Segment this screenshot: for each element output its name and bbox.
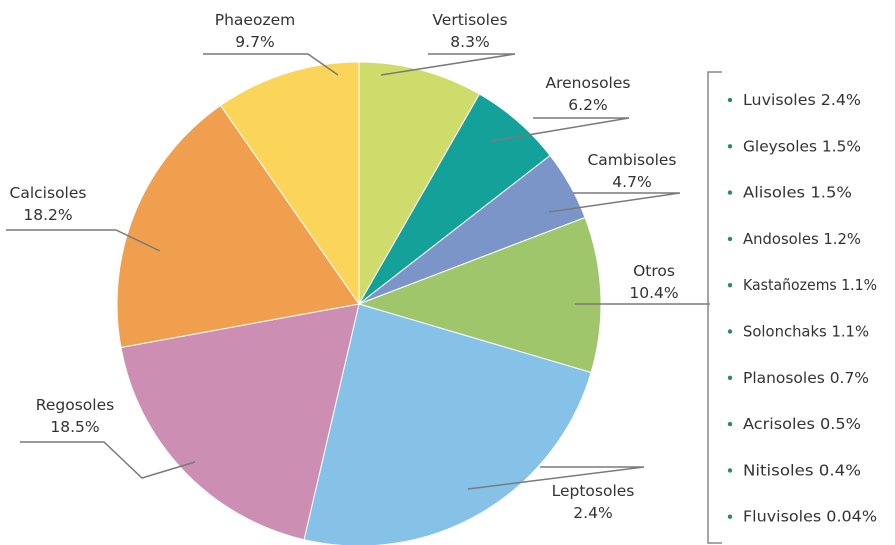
breakdown-item-solonchaks: Solonchaks 1.1%: [743, 323, 869, 341]
slice-percent-cambisoles: 4.7%: [612, 173, 651, 191]
leader-line-phaeozem: [203, 53, 339, 76]
slice-name-arenosoles: Arenosoles: [546, 74, 631, 92]
breakdown-item-fluvisoles: Fluvisoles 0.04%: [743, 508, 877, 526]
slice-name-cambisoles: Cambisoles: [587, 151, 676, 169]
breakdown-bracket: [707, 71, 722, 544]
pie-slice-calcisoles: [116, 104, 360, 349]
pie-slice-leptosoles: [303, 303, 592, 545]
slice-percent-phaeozem: 9.7%: [235, 33, 274, 51]
leader-line-cambisoles: [548, 192, 681, 213]
slice-name-calcisoles: Calcisoles: [10, 184, 87, 202]
slice-percent-otros: 10.4%: [629, 284, 678, 302]
slice-name-regosoles: Regosoles: [36, 396, 114, 414]
breakdown-item-gleysoles: Gleysoles 1.5%: [743, 137, 861, 155]
breakdown-item-luvisoles: Luvisoles 2.4%: [743, 91, 861, 109]
slice-name-vertisoles: Vertisoles: [432, 11, 507, 29]
bullet-icon: [727, 514, 733, 519]
bullet-icon: [727, 329, 733, 334]
leader-line-vertisoles: [380, 53, 516, 76]
breakdown-item-andosoles: Andosoles 1.2%: [743, 230, 861, 248]
pie-slice-phaeozem: [219, 61, 360, 306]
breakdown-item-planosoles: Planosoles 0.7%: [743, 369, 869, 387]
otros-breakdown-list: Luvisoles 2.4% Gleysoles 1.5% Alisoles 1.5…: [707, 71, 877, 544]
breakdown-item-nitisoles: Nitisoles 0.4%: [743, 461, 861, 479]
slice-percent-calcisoles: 18.2%: [23, 206, 72, 224]
pie-slices: [116, 61, 602, 545]
breakdown-item-acrisoles: Acrisoles 0.5%: [743, 415, 861, 433]
breakdown-item-alisoles: Alisoles 1.5%: [743, 184, 852, 202]
bullet-icon: [727, 144, 733, 149]
bullet-icon: [727, 421, 733, 427]
pie-slice-vertisoles: [358, 61, 481, 306]
leader-line-regosoles: [20, 441, 196, 479]
bullet-icon: [727, 468, 733, 473]
breakdown-item-kastañozems: Kastañozems 1.1%: [743, 276, 877, 294]
pie-slice-regosoles: [120, 303, 360, 541]
bullet-icon: [727, 283, 733, 288]
slice-labels: Vertisoles 8.3% Arenosoles 6.2% Cambisoles 4.…: [10, 11, 679, 522]
bullet-icon: [727, 190, 733, 195]
slice-percent-vertisoles: 8.3%: [450, 33, 489, 51]
pie-slice-otros: [357, 216, 602, 374]
leader-line-calcisoles: [6, 229, 161, 252]
leader-lines: [6, 53, 710, 490]
bullet-icon: [727, 375, 733, 380]
leader-line-leptosoles: [467, 466, 645, 490]
slice-name-phaeozem: Phaeozem: [215, 11, 295, 29]
leader-line-arenosoles: [491, 117, 630, 142]
bullet-icon: [727, 97, 733, 103]
slice-name-otros: Otros: [633, 262, 675, 280]
bullet-icon: [727, 236, 733, 242]
slice-name-leptosoles: Leptosoles: [552, 482, 635, 500]
slice-percent-regosoles: 18.5%: [50, 418, 99, 436]
slice-percent-leptosoles: 2.4%: [573, 504, 612, 522]
slice-percent-arenosoles: 6.2%: [568, 96, 607, 114]
